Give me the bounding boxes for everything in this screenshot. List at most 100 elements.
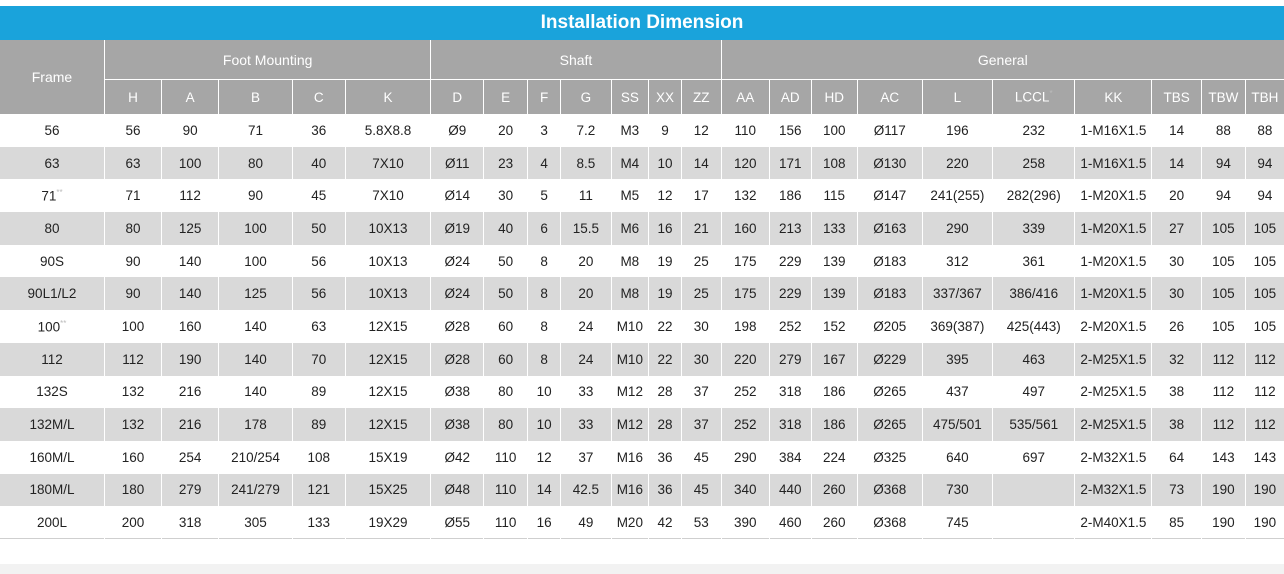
cell-b: 125: [218, 277, 293, 311]
table-row: 90S 90 140 100 56 10X13 Ø24 50 8 20 M8 19 25 175 229 13…: [0, 244, 1284, 278]
cell-kk: 1-M16X1.5: [1074, 146, 1152, 180]
table-row: 160M/L 160 254 210/254 108 15X19 Ø42 110 12 37 M16…: [0, 440, 1284, 474]
cell-d: Ø24: [430, 277, 484, 311]
cell-g: 37: [560, 440, 612, 474]
column-header-tbs: TBS: [1151, 79, 1202, 114]
cell-tbw: 143: [1200, 440, 1246, 474]
cell-k: 12X15: [344, 375, 431, 409]
frame-label: 63: [44, 155, 60, 171]
cell-hd: 260: [810, 506, 858, 539]
cell-a: 216: [161, 375, 219, 409]
cell-h: 90: [103, 277, 162, 311]
cell-ss: M10: [610, 310, 649, 343]
cell-lccl: [992, 473, 1075, 507]
cell-ac: Ø265: [856, 408, 923, 441]
column-header-label: KK: [1104, 89, 1123, 105]
cell-k: 10X13: [344, 244, 431, 278]
cell-h: 71: [103, 179, 162, 213]
cell-lccl: 282(296): [992, 179, 1075, 213]
cell-tbh: 190: [1244, 506, 1284, 539]
cell-kk: 1-M20X1.5: [1074, 244, 1152, 278]
cell-zz: 45: [680, 473, 722, 507]
cell-ss: M12: [610, 375, 649, 409]
cell-lccl: [992, 506, 1075, 539]
cell-l: 730: [921, 473, 993, 507]
column-header-label: E: [501, 89, 511, 105]
cell-tbs: 14: [1151, 146, 1202, 180]
cell-xx: 36: [648, 440, 682, 474]
cell-g: 49: [560, 506, 612, 539]
column-header-label: HD: [824, 89, 845, 105]
cell-l: 196: [921, 114, 993, 147]
cell-c: 56: [291, 244, 346, 278]
group-shaft: Shaft: [430, 40, 722, 80]
cell-a: 216: [161, 408, 219, 441]
cell-tbh: 112: [1244, 342, 1284, 376]
cell-ad: 156: [768, 114, 812, 147]
column-header-label: C: [313, 89, 324, 105]
cell-tbw: 105: [1200, 212, 1246, 245]
cell-h: 132: [103, 408, 162, 441]
frame-mark: **: [56, 187, 63, 197]
cell-f: 10: [527, 408, 561, 441]
cell-b: 100: [218, 212, 293, 245]
cell-ss: M16: [610, 473, 649, 507]
frame-cell: 180M/L: [0, 474, 104, 507]
frame-label: 132M/L: [29, 417, 75, 433]
cell-lccl: 361: [992, 244, 1075, 278]
cell-h: 112: [103, 342, 162, 376]
frame-cell: 80: [0, 212, 104, 245]
table-body: 56 56 90 71 36 5.8X8.8 Ø9 20 3 7.2 M3 9 12 110 156 100 Ø…: [0, 114, 1284, 539]
cell-e: 30: [483, 179, 528, 213]
cell-zz: 53: [680, 506, 722, 539]
cell-tbh: 112: [1244, 375, 1284, 409]
cell-zz: 25: [680, 277, 722, 311]
cell-tbh: 94: [1244, 179, 1284, 213]
cell-k: 15X25: [344, 473, 431, 507]
cell-aa: 175: [720, 277, 770, 311]
frame-cell: 100**: [0, 310, 104, 343]
cell-g: 8.5: [560, 146, 612, 180]
cell-tbw: 105: [1200, 277, 1246, 311]
cell-h: 132: [103, 375, 162, 409]
cell-e: 110: [483, 440, 528, 474]
frame-label: 200L: [36, 514, 67, 530]
frame-cell: 132M/L: [0, 408, 104, 441]
cell-tbs: 73: [1151, 473, 1202, 507]
column-header-label: TBS: [1163, 89, 1190, 105]
cell-ac: Ø265: [856, 375, 923, 409]
column-header-ad: AD: [768, 79, 812, 114]
frame-cell: 112: [0, 343, 104, 376]
column-header-kk: KK: [1074, 79, 1152, 114]
cell-lccl: 339: [992, 212, 1075, 245]
cell-c: 89: [291, 408, 346, 441]
cell-b: 90: [218, 179, 293, 213]
cell-ss: M6: [610, 212, 649, 245]
cell-h: 100: [103, 310, 162, 343]
cell-k: 12X15: [344, 408, 431, 441]
cell-lccl: 425(443): [992, 310, 1075, 343]
cell-e: 50: [483, 277, 528, 311]
cell-tbw: 112: [1200, 408, 1246, 441]
cell-hd: 167: [810, 342, 858, 376]
cell-g: 33: [560, 408, 612, 441]
cell-kk: 1-M16X1.5: [1074, 114, 1152, 147]
cell-kk: 1-M20X1.5: [1074, 179, 1152, 213]
frame-label: 132S: [36, 384, 68, 400]
column-header-xx: XX: [648, 79, 682, 114]
cell-c: 40: [291, 146, 346, 180]
frame-mark: **: [60, 318, 67, 328]
cell-f: 14: [527, 473, 561, 507]
cell-aa: 340: [720, 473, 770, 507]
cell-tbs: 20: [1151, 179, 1202, 213]
cell-g: 24: [560, 310, 612, 343]
cell-g: 20: [560, 277, 612, 311]
column-header-label: D: [452, 89, 463, 105]
cell-ad: 229: [768, 244, 812, 278]
cell-xx: 42: [648, 506, 682, 539]
cell-xx: 19: [648, 277, 682, 311]
group-foot-mounting: Foot Mounting: [103, 40, 431, 80]
cell-c: 121: [291, 473, 346, 507]
column-header-zz: ZZ: [680, 79, 722, 114]
column-header-aa: AA: [720, 79, 770, 114]
